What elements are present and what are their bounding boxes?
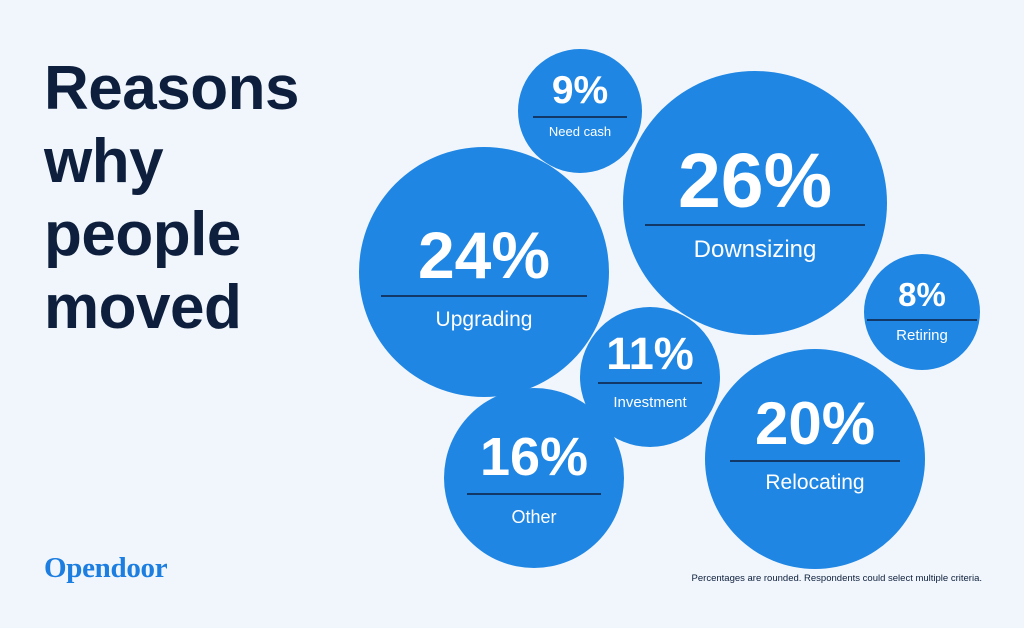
bubble-percent: 8% — [898, 276, 946, 313]
title-line: moved — [44, 273, 242, 342]
title-line: people — [44, 200, 241, 269]
bubble-label: Downsizing — [694, 236, 817, 263]
bubble-label: Retiring — [896, 327, 948, 344]
bubble-upgrading — [359, 147, 609, 397]
bubble-relocating — [705, 349, 925, 569]
bubble-percent: 24% — [418, 218, 550, 292]
bubble-label: Other — [511, 507, 556, 527]
bubble-label: Need cash — [549, 124, 611, 139]
bubble-retiring — [864, 254, 980, 370]
bubble-label: Investment — [613, 394, 687, 411]
bubble-other — [444, 388, 624, 568]
bubble-investment — [580, 307, 720, 447]
title-line: why — [44, 127, 164, 196]
title-line: Reasons — [44, 54, 299, 123]
chart-title: Reasons why people moved — [44, 52, 374, 344]
bubble-percent: 9% — [552, 69, 608, 112]
footnote: Percentages are rounded. Respondents cou… — [691, 573, 982, 584]
bubble-downsizing — [623, 71, 887, 335]
bubble-percent: 26% — [678, 138, 832, 224]
bubble-label: Upgrading — [436, 308, 533, 331]
bubble-need-cash — [518, 49, 642, 173]
opendoor-logo: Opendoor — [44, 552, 168, 584]
bubble-label: Relocating — [765, 471, 864, 494]
bubble-percent: 11% — [606, 328, 694, 379]
bubble-percent: 16% — [480, 427, 588, 487]
bubble-percent: 20% — [755, 390, 875, 457]
